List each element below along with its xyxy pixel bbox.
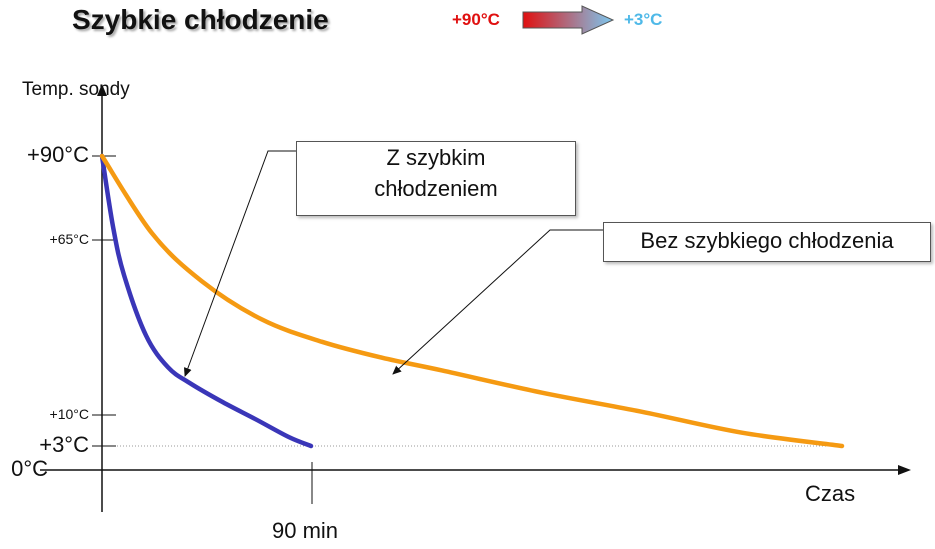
x-axis-arrow bbox=[898, 465, 911, 475]
y-tick-label: +3°C bbox=[39, 432, 89, 458]
gradient-arrow-icon bbox=[522, 5, 615, 35]
series-line-slow-cooling bbox=[99, 153, 845, 449]
y-axis-label: Temp. sondy bbox=[22, 79, 130, 100]
annotation-slow-cooling: Bez szybkiego chłodzenia bbox=[603, 222, 931, 262]
annotation-line: chłodzeniem bbox=[374, 176, 498, 201]
pointer-fast-cooling bbox=[184, 150, 296, 377]
x-axis-label: Czas bbox=[805, 481, 856, 506]
annotation-line: Bez szybkiego chłodzenia bbox=[640, 228, 894, 253]
series-line-fast-cooling bbox=[99, 153, 314, 449]
series-lines bbox=[99, 153, 845, 449]
annotation-line: Z szybkim bbox=[386, 145, 486, 170]
pointer-slow-cooling bbox=[392, 229, 603, 375]
x-tick-label: 90 min bbox=[272, 518, 339, 543]
y-axis-arrow bbox=[97, 84, 107, 96]
y-tick-label: +90°C bbox=[26, 142, 89, 168]
chart-title: Szybkie chłodzenie bbox=[72, 4, 329, 35]
annotation-pointers bbox=[184, 150, 603, 377]
y-tick-label: 0°C bbox=[11, 456, 48, 482]
y-tick-label: +10°C bbox=[49, 406, 89, 423]
end-temperature: +3°C bbox=[624, 10, 663, 29]
annotation-fast-cooling: Z szybkim chłodzeniem bbox=[296, 141, 576, 216]
y-tick-label: +65°C bbox=[49, 231, 89, 248]
start-temperature: +90°C bbox=[452, 10, 500, 29]
